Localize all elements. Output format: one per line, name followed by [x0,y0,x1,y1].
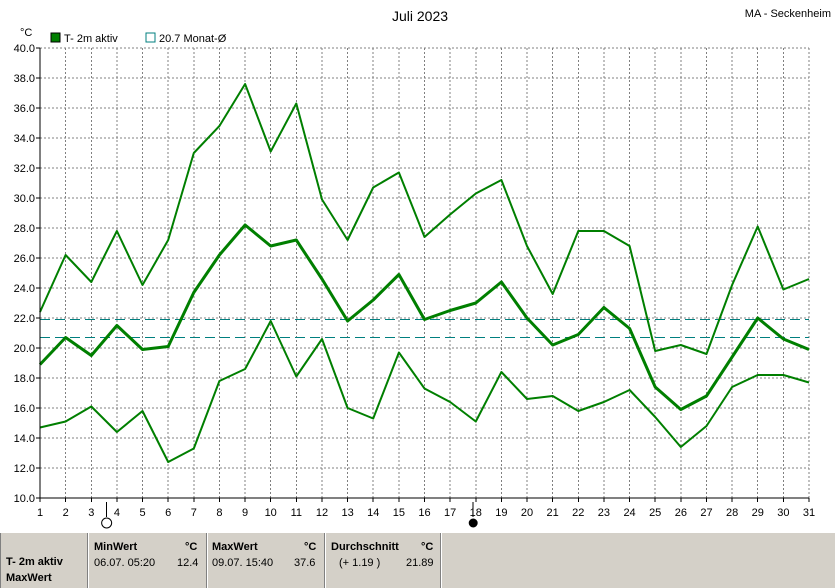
x-tick-label: 13 [341,507,353,519]
min-value: 12.4 [177,557,199,569]
avg-title: Durchschnitt [331,541,399,553]
station-name: MA - Seckenheim [745,8,831,20]
y-tick-label: 22.0 [14,313,35,325]
y-tick-label: 28.0 [14,223,35,235]
x-tick-label: 10 [265,507,277,519]
min-datetime: 06.07. 05:20 [94,557,156,569]
axes: 10.0 12.0 14.0 16.0 18.0 20.0 22.0 24.0 26.0 28.0… [14,43,816,519]
x-tick-label: 28 [726,507,738,519]
x-tick-label: 23 [598,507,610,519]
full-moon-icon [101,517,113,529]
y-tick-label: 14.0 [14,433,35,445]
x-tick-label: 24 [623,507,635,519]
x-tick-label: 15 [393,507,405,519]
temperature-chart: Juli 2023 MA - Seckenheim °C T- 2m aktiv… [14,8,831,529]
series-line-min [39,320,810,463]
x-tick-label: 14 [367,507,379,519]
x-tick-label: 16 [418,507,430,519]
y-tick-label: 32.0 [14,163,35,175]
y-tick-label: 12.0 [14,463,35,475]
y-tick-label: 34.0 [14,133,35,145]
y-tick-label: 20.0 [14,343,35,355]
x-tick-label: 19 [495,507,507,519]
x-tick-label: 25 [649,507,661,519]
y-tick-label: 26.0 [14,253,35,265]
grid [39,47,810,499]
x-tick-label: 18 [470,507,482,519]
x-tick-label: 30 [777,507,789,519]
legend-mean-swatch [145,32,156,43]
y-tick-label: 10.0 [14,493,35,505]
x-tick-label: 8 [216,507,222,519]
x-tick-label: 1 [37,507,43,519]
x-tick-label: 31 [803,507,815,519]
max-value: 37.6 [294,557,316,569]
footer-row-label-2: MaxWert [6,572,52,584]
y-tick-label: 36.0 [14,103,35,115]
x-tick-label: 26 [675,507,687,519]
x-tick-label: 20 [521,507,533,519]
y-tick-label: 16.0 [14,403,35,415]
series-lines [38,83,810,463]
legend-mean-label: 20.7 Monat-Ø [159,33,227,45]
x-tick-label: 2 [63,507,69,519]
max-title: MaxWert [212,541,258,553]
new-moon-icon [468,518,478,528]
chart-title: Juli 2023 [392,8,448,24]
moon-phases [101,517,478,529]
y-tick-label: 38.0 [14,73,35,85]
y-tick-label: 24.0 [14,283,35,295]
series-line-max [39,83,810,355]
y-tick-label: 40.0 [14,43,35,55]
x-tick-label: 21 [547,507,559,519]
x-tick-label: 29 [752,507,764,519]
min-unit: °C [185,541,198,553]
x-tick-label: 27 [700,507,712,519]
x-tick-label: 7 [191,507,197,519]
max-unit: °C [304,541,317,553]
avg-delta: (+ 1.19 ) [339,557,381,569]
x-tick-label: 22 [572,507,584,519]
y-axis-unit: °C [20,27,32,39]
x-tick-label: 12 [316,507,328,519]
series-line-mittel [38,223,810,411]
x-tick-label: 4 [114,507,120,519]
x-tick-label: 5 [139,507,145,519]
y-tick-label: 30.0 [14,193,35,205]
x-tick-label: 17 [444,507,456,519]
x-tick-label: 3 [88,507,94,519]
legend-series-swatch [50,32,61,43]
x-tick-label: 9 [242,507,248,519]
summary-footer: T- 2m aktiv MaxWert MinWert °C 06.07. 05… [0,533,835,588]
x-tick-label: 11 [291,507,302,519]
max-datetime: 09.07. 15:40 [212,557,274,569]
avg-value: 21.89 [406,557,434,569]
min-title: MinWert [94,541,138,553]
y-tick-label: 18.0 [14,373,35,385]
legend-series-label: T- 2m aktiv [64,33,118,45]
avg-unit: °C [421,541,434,553]
footer-row-label: T- 2m aktiv [6,556,63,568]
x-tick-label: 6 [165,507,171,519]
